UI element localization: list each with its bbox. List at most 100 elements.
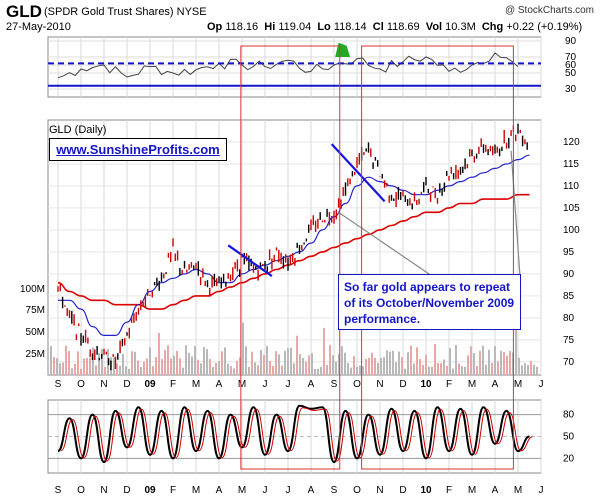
volume-bar [449,348,451,375]
volume-bar [161,359,163,375]
volume-bar [335,361,337,375]
close-value: 118.69 [386,21,420,33]
x-tick-label-bottom: J [286,485,291,496]
volume-bar [320,366,322,375]
price-tick-label: 95 [563,247,575,258]
volume-bar [158,332,160,375]
x-tick-label-bottom: M [238,485,246,496]
high-label: Hi [264,21,276,33]
trendline [330,143,386,203]
ohlc-readout: Op 118.16 Hi 119.04 Lo 118.14 Cl 118.69 … [207,21,582,33]
volume-bar [233,368,235,375]
sunshineprofits-link[interactable]: www.SunshineProfits.com [49,138,227,161]
volume-bar [404,368,406,375]
x-tick-label-bottom: D [123,485,130,496]
volume-bar [422,364,424,375]
volume-bar [326,364,328,375]
volume-bar [305,361,307,375]
x-tick-label-top: M [468,379,476,390]
volume-bar [146,358,148,375]
x-tick-label-bottom: J [539,485,544,496]
volume-bar [461,366,463,375]
volume-value: 10.3M [445,21,476,33]
stoch-d-line [60,407,533,462]
x-tick-label-top: F [446,379,452,390]
volume-bar [122,354,124,375]
volume-bar [89,357,91,375]
annotation-pointer-may [510,150,521,277]
volume-bar [272,366,274,375]
volume-bar [443,359,445,375]
volume-bar [167,345,169,375]
volume-bar [98,353,100,375]
volume-bar [188,352,190,375]
volume-bar [368,357,370,375]
volume-bar [53,357,55,375]
volume-bar [428,366,430,375]
volume-bar [239,357,241,375]
low-value: 118.14 [333,21,367,33]
volume-bar [377,362,379,375]
price-tick-label: 85 [563,291,575,302]
x-tick-label-top: N [100,379,107,390]
x-tick-label-top: N [376,379,383,390]
volume-bar [257,365,259,375]
volume-bar [143,361,145,375]
x-tick-label-top: M [192,379,200,390]
volume-bar [425,354,427,375]
volume-bar [431,366,433,375]
volume-label: Vol [425,21,443,33]
volume-bar [152,366,154,375]
volume-bar [92,347,94,375]
volume-bar [230,365,232,375]
ticker-name: (SPDR Gold Trust Shares) NYSE [44,6,207,18]
volume-bar [503,352,505,375]
stoch-tick-label: 20 [563,453,575,464]
volume-bar [401,357,403,375]
volume-bar [317,368,319,375]
volume-bar [302,357,304,375]
volume-bar [59,363,61,375]
rsi-tick-label: 30 [565,84,577,95]
x-tick-label-bottom: S [331,485,338,496]
volume-bar [137,360,139,375]
volume-bar [371,352,373,375]
rsi-tick-label: 60 [565,60,577,71]
volume-bar [260,350,262,375]
volume-bar [440,363,442,375]
ticker-symbol: GLD [6,2,42,21]
volume-bar [221,351,223,375]
high-value: 119.04 [278,21,312,33]
x-tick-label-top: O [353,379,361,390]
price-panel [47,119,542,376]
volume-bar [140,367,142,375]
x-tick-label-top: A [216,379,223,390]
volume-bar [530,360,532,375]
volume-bar [194,345,196,375]
volume-bar [452,368,454,375]
volume-bar [524,363,526,375]
volume-bar [293,363,295,375]
volume-bar [155,357,157,375]
volume-bar [386,350,388,375]
volume-bar [266,345,268,375]
price-tick-label: 90 [563,269,575,280]
price-tick-label: 120 [563,137,580,148]
volume-bar [254,362,256,375]
x-tick-label-top: M [238,379,246,390]
volume-bar [416,347,418,375]
low-label: Lo [317,21,331,33]
price-tick-label: 75 [563,335,575,346]
volume-tick-label: 25M [26,349,45,360]
annotation-box: So far gold appears to repeat of its Oct… [338,274,521,330]
x-tick-label-bottom: S [55,485,62,496]
highlight-box-2 [361,45,514,470]
x-tick-label-bottom: O [77,485,85,496]
x-tick-label-bottom: N [100,485,107,496]
volume-bar [185,345,187,375]
x-tick-label-bottom: A [492,485,499,496]
x-tick-label-top: D [123,379,130,390]
volume-bar [119,365,121,375]
volume-bar [488,349,490,375]
